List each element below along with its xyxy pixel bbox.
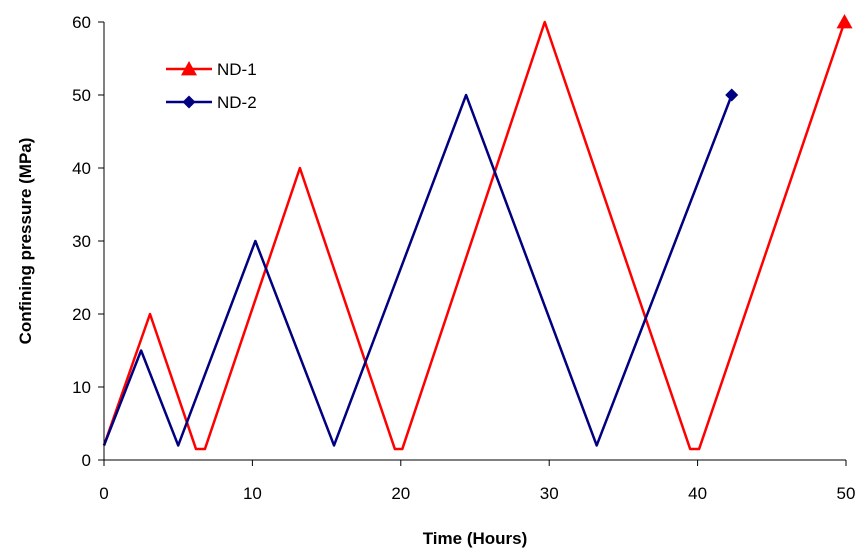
y-tick-label: 10 [72, 378, 91, 397]
series-end-marker-nd-1 [836, 14, 853, 29]
x-tick-label: 0 [99, 484, 108, 503]
y-tick-label: 0 [82, 451, 91, 470]
x-tick-label: 20 [391, 484, 410, 503]
y-tick-label: 40 [72, 159, 91, 178]
axes-layer [98, 21, 847, 466]
legend-label-nd-1: ND-1 [217, 60, 257, 79]
y-tick-label: 30 [72, 232, 91, 251]
legend-item-nd-1: ND-1 [166, 60, 257, 79]
y-axis-title: Confining pressure (MPa) [16, 138, 35, 345]
series-line-nd-1 [102, 20, 846, 451]
y-tick-label: 20 [72, 305, 91, 324]
x-tick-label: 30 [540, 484, 559, 503]
y-tick-label: 60 [72, 13, 91, 32]
series-line-nd-2 [102, 93, 733, 447]
tick-labels: 0 10 20 30 40 50 60 0 10 20 30 40 50 [72, 13, 855, 503]
legend-marker-nd-2 [182, 95, 196, 109]
legend: ND-1 ND-2 [166, 60, 257, 112]
x-tick-label: 10 [243, 484, 262, 503]
series-end-marker-nd-2 [725, 88, 739, 102]
legend-label-nd-2: ND-2 [217, 93, 257, 112]
legend-marker-nd-1 [181, 61, 197, 76]
x-tick-label: 40 [688, 484, 707, 503]
y-tick-label: 50 [72, 86, 91, 105]
x-axis-title: Time (Hours) [423, 529, 528, 548]
series-layer [102, 14, 853, 451]
legend-item-nd-2: ND-2 [166, 93, 257, 112]
x-tick-label: 50 [837, 484, 856, 503]
